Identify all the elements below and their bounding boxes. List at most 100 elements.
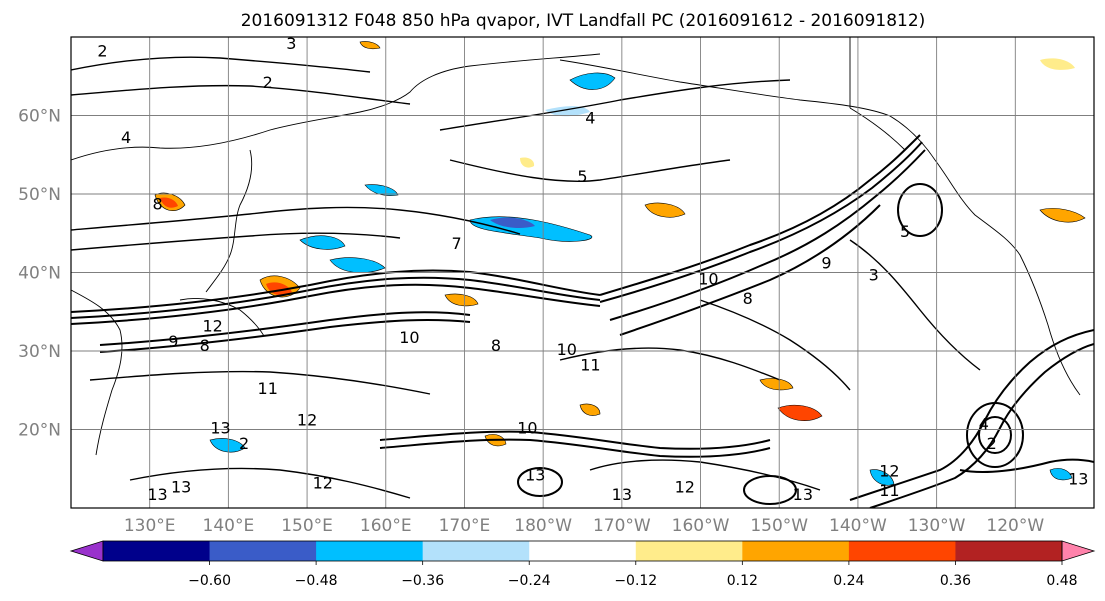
contour-line: [959, 458, 1094, 473]
shade-patch: [1049, 468, 1073, 481]
shade-patch: [209, 438, 246, 453]
shade-patch: [759, 378, 794, 391]
shade-patch: [644, 202, 686, 218]
contour-label: 5: [577, 167, 587, 186]
coastline: [849, 107, 906, 151]
lon-label: 150°E: [281, 516, 333, 536]
contour-label: 2: [987, 434, 997, 453]
contour-label: 13: [210, 418, 230, 437]
colorbar-extend-max: [1061, 540, 1096, 562]
contour-label: 4: [121, 128, 131, 147]
shade-patch: [545, 106, 590, 117]
contour-line: [609, 149, 926, 321]
contour-label: 11: [879, 481, 899, 500]
contour-line: [439, 79, 791, 131]
contour-line: [449, 159, 731, 182]
contour-line: [71, 84, 411, 105]
contour-label: 12: [675, 477, 695, 496]
longitude-labels: 130°E 140°E 150°E 160°E 170°E 180°W 170°W 160°W…: [124, 516, 1045, 536]
colorbar-segment: [209, 541, 317, 561]
contour-closed: [978, 416, 1012, 454]
coastline: [559, 59, 936, 161]
contour-label: 10: [557, 340, 577, 359]
contour-label: 4: [585, 108, 595, 127]
contour-line: [849, 239, 981, 371]
lon-label: 160°W: [672, 516, 730, 536]
colorbar-tick-label: 0.12: [727, 573, 758, 589]
lon-label: 140°W: [829, 516, 887, 536]
shade-patch: [569, 72, 616, 90]
contour-label: 13: [147, 485, 167, 504]
contour-label: 10: [399, 328, 419, 347]
coastline: [205, 149, 253, 293]
shade-patch: [1039, 208, 1086, 223]
colorbar-tick-label: −0.48: [295, 573, 338, 589]
colorbar-tick-label: 0.36: [940, 573, 971, 589]
colorbar-tick-label: 0.48: [1046, 573, 1077, 589]
shade-patch: [299, 235, 346, 250]
map-frame: [70, 36, 1095, 509]
contour-line: [699, 299, 851, 391]
contour-label: 12: [879, 462, 899, 481]
lat-label: 30°N: [18, 342, 61, 362]
contour-label: 13: [612, 485, 632, 504]
contour-label: 13: [1068, 469, 1088, 488]
coastlines: [71, 37, 1081, 456]
contour-label: 9: [168, 332, 178, 351]
contour-line: [599, 141, 923, 303]
contour-label: 11: [580, 356, 600, 375]
contour-label: 8: [743, 289, 753, 308]
contour-line: [71, 56, 371, 73]
contour-label: 10: [517, 418, 537, 437]
lon-label: 180°W: [514, 516, 572, 536]
contour-line: [129, 467, 411, 499]
lon-label: 170°W: [593, 516, 651, 536]
contour-line: [89, 370, 431, 395]
contour-line: [379, 438, 771, 458]
contour-line: [589, 459, 821, 491]
contour-line: [99, 311, 471, 346]
contour-label: 12: [313, 473, 333, 492]
colorbar-outline: [102, 540, 1063, 562]
contour-label: 12: [202, 316, 222, 335]
qvapor-shading: [154, 41, 1086, 486]
latitude-labels: 60°N 50°N 40°N 30°N 20°N: [18, 107, 61, 441]
contour-label: 7: [451, 234, 461, 253]
colorbar-segment: [635, 541, 743, 561]
contour-label: 3: [869, 265, 879, 284]
colorbar: −0.60 −0.48 −0.36 −0.24 −0.12 0.12 0.24 0.36 0.4…: [69, 540, 1096, 589]
contour-label: 10: [698, 269, 718, 288]
contour-label: 13: [793, 485, 813, 504]
colorbar-segment: [422, 541, 530, 561]
coastline: [179, 298, 265, 337]
colorbar-tick-label: −0.60: [188, 573, 231, 589]
contour-label: 2: [239, 434, 249, 453]
lat-label: 50°N: [18, 185, 61, 205]
contour-line: [869, 343, 1094, 508]
lat-label: 20°N: [18, 421, 61, 441]
colorbar-segment: [103, 541, 211, 561]
lon-label: 130°W: [908, 516, 966, 536]
shade-patch: [869, 469, 895, 486]
contour-label: 11: [258, 379, 278, 398]
shade-patch: [1040, 58, 1075, 70]
contour-closed: [517, 467, 563, 497]
colorbar-segment: [955, 541, 1063, 561]
shade-patch: [777, 404, 823, 421]
colorbar-segment: [316, 541, 424, 561]
colorbar-tick-label: −0.12: [614, 573, 657, 589]
colorbar-extend-min: [69, 540, 104, 562]
contour-label: 8: [200, 336, 210, 355]
shade-patch: [444, 293, 479, 307]
contour-label: 4: [979, 415, 989, 434]
contour-label: 2: [263, 73, 273, 92]
shade-patch: [160, 197, 178, 208]
lon-label: 150°W: [750, 516, 808, 536]
contour-label: 9: [821, 254, 831, 273]
contour-label: 13: [171, 477, 191, 496]
lon-label: 160°E: [360, 516, 412, 536]
colorbar-segment: [848, 541, 956, 561]
contour-closed: [897, 183, 943, 237]
